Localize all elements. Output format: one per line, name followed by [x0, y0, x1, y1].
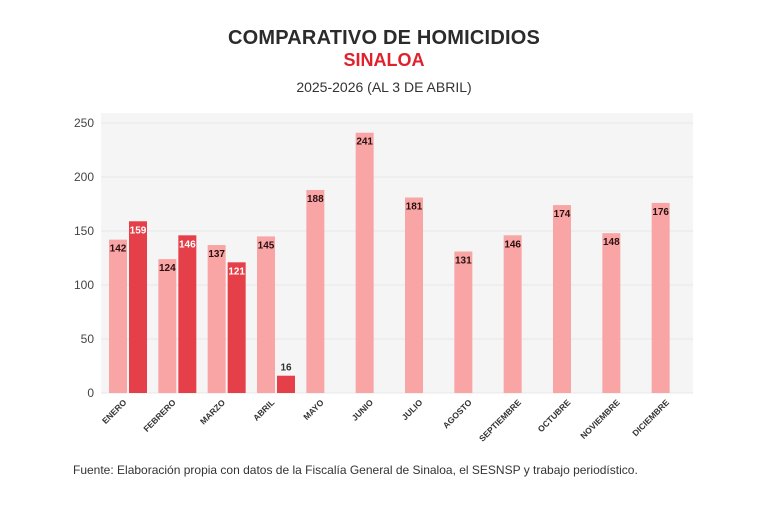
bar-2025-mayo — [306, 189, 325, 393]
chart-subtitle: SINALOA — [343, 50, 425, 70]
x-tick-label: AGOSTO — [441, 397, 474, 430]
data-label: 131 — [455, 256, 472, 267]
x-tick-label: DICIEMBRE — [630, 397, 671, 438]
data-label: 16 — [280, 363, 292, 374]
bar-2026-enero — [129, 221, 147, 393]
bar-2025-octubre — [553, 205, 571, 393]
y-tick-label: 250 — [74, 116, 94, 130]
data-label: 148 — [603, 237, 620, 248]
x-tick-label: JULIO — [400, 397, 425, 422]
x-tick-label: NOVIEMBRE — [578, 397, 622, 441]
x-tick-label: ENERO — [100, 397, 129, 426]
y-tick-label: 100 — [74, 278, 94, 292]
x-tick-label: ABRIL — [251, 397, 276, 422]
bar-2025-enero — [109, 239, 127, 393]
data-label: 121 — [228, 266, 245, 277]
data-label: 174 — [554, 209, 571, 220]
y-tick-label: 150 — [74, 224, 94, 238]
source-note: Fuente: Elaboración propia con datos de … — [73, 463, 638, 477]
chart-title: COMPARATIVO DE HOMICIDIOS — [227, 27, 541, 49]
data-label: 145 — [258, 240, 275, 251]
bar-2025-septiembre — [503, 235, 522, 393]
bar-2026-marzo — [227, 262, 246, 393]
x-tick-label: OCTUBRE — [536, 397, 573, 434]
data-label: 146 — [504, 239, 521, 250]
x-tick-label: SEPTIEMBRE — [477, 397, 523, 443]
bar-2025-julio — [405, 197, 423, 393]
bar-2025-febrero — [158, 259, 177, 393]
bar-2025-agosto — [454, 251, 473, 393]
bar-2025-noviembre — [602, 233, 621, 393]
plot-area — [101, 113, 693, 393]
data-label: 188 — [307, 194, 324, 205]
x-tick-label: FEBRERO — [141, 397, 178, 434]
y-tick-label: 0 — [87, 386, 94, 400]
data-label: 146 — [179, 239, 196, 250]
bar-2025-abril — [257, 236, 275, 393]
x-tick-label: MARZO — [198, 397, 227, 426]
bar-2026-abril — [277, 375, 295, 393]
data-label: 176 — [652, 207, 669, 218]
chart-period: 2025-2026 (AL 3 DE ABRIL) — [296, 79, 472, 95]
x-tick-label: MAYO — [301, 397, 326, 422]
y-tick-label: 50 — [81, 332, 95, 346]
bar-2026-febrero — [178, 235, 197, 393]
bar-2025-diciembre — [651, 202, 670, 393]
data-label: 137 — [208, 249, 225, 260]
data-label: 124 — [159, 263, 176, 274]
data-label: 241 — [356, 137, 373, 148]
data-label: 142 — [110, 244, 127, 255]
data-label: 181 — [406, 202, 423, 213]
x-tick-label: JUNIO — [350, 397, 376, 423]
bar-2025-marzo — [207, 245, 226, 393]
data-label: 159 — [130, 225, 147, 236]
bar-2025-junio — [355, 132, 374, 393]
y-tick-label: 200 — [74, 170, 94, 184]
